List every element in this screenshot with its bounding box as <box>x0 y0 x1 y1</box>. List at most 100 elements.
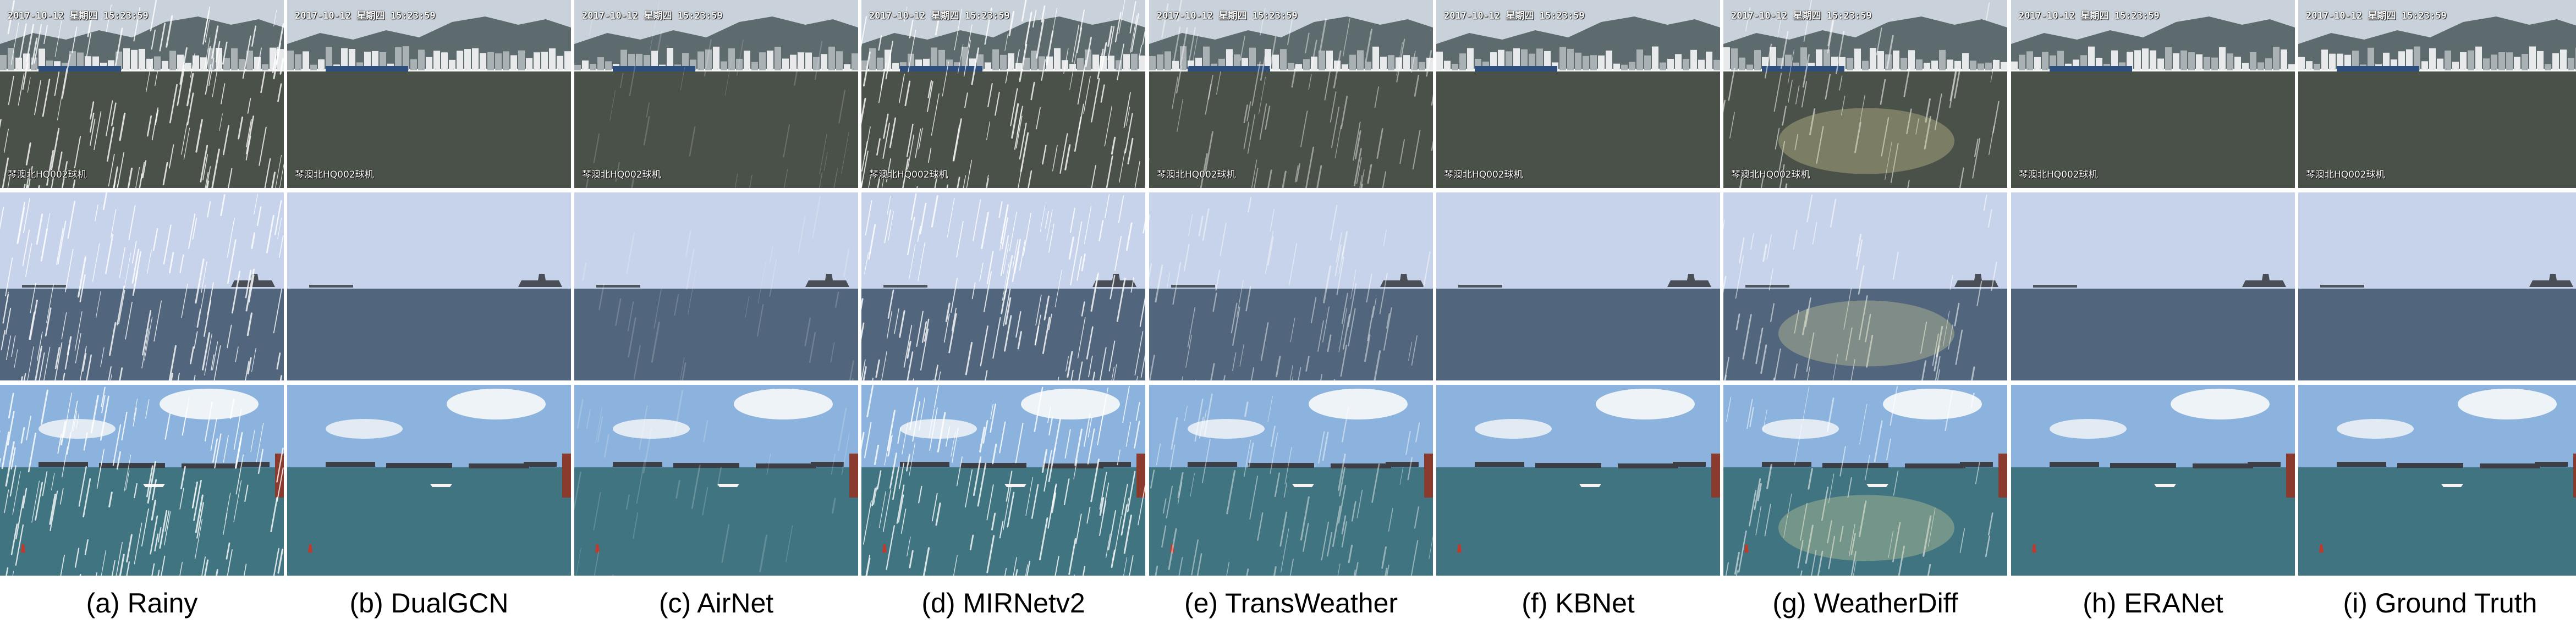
water <box>2298 467 2576 576</box>
water <box>1149 289 1433 380</box>
ships-image <box>287 385 571 576</box>
method-caption: (c) AirNet <box>658 588 774 619</box>
barge <box>900 66 982 71</box>
glare-artifact <box>1778 495 1954 561</box>
speedboat <box>1866 484 1888 487</box>
timestamp-overlay: 2017-10-12 星期四 15:23:59 <box>2306 10 2447 21</box>
pier <box>1998 454 2007 498</box>
buoy <box>1170 544 1174 553</box>
sky <box>574 192 858 289</box>
scene-drawing <box>0 0 284 188</box>
ship <box>1954 274 1998 287</box>
water <box>1436 467 1720 576</box>
water <box>2011 467 2295 576</box>
camera-label-overlay: 琴澳北HQ002球机 <box>1731 169 1810 180</box>
harbor-image: 2017-10-12 星期四 15:23:59 琴澳北HQ002球机 <box>2298 0 2576 188</box>
rain-streaks <box>0 386 284 576</box>
water <box>1723 467 2007 576</box>
sky <box>2298 192 2576 289</box>
scene-drawing <box>861 192 1145 380</box>
scene-drawing <box>2298 0 2576 188</box>
scene-drawing <box>1436 192 1720 380</box>
scene-drawing <box>2298 192 2576 380</box>
water <box>0 289 284 380</box>
ships-image <box>2011 385 2295 576</box>
buoy <box>21 544 25 553</box>
distant-ship <box>1171 285 1215 288</box>
timestamp-overlay: 2017-10-12 星期四 15:23:59 <box>1444 10 1585 21</box>
mountain <box>1723 16 2007 69</box>
ship <box>1092 274 1136 287</box>
harbor-image: 2017-10-12 星期四 15:23:59 琴澳北HQ002球机 <box>574 0 858 188</box>
scene-drawing <box>1149 0 1433 188</box>
scene-drawing <box>861 0 1145 188</box>
ship <box>1380 274 1424 287</box>
distant-ship <box>1458 285 1502 288</box>
ship <box>2529 274 2573 287</box>
scene-drawing <box>1723 0 2007 188</box>
cloud <box>900 419 977 439</box>
cargo-ships <box>39 462 270 468</box>
scene-drawing <box>1436 0 1720 188</box>
cloud <box>1883 389 1982 419</box>
cargo-ships <box>2050 462 2281 468</box>
method-caption: (h) ERANet <box>2083 588 2223 619</box>
method-caption: (a) Rainy <box>86 588 198 619</box>
scene-drawing <box>861 385 1145 576</box>
scene-drawing <box>0 385 284 576</box>
cargo-ships <box>1762 462 1993 468</box>
water <box>2011 71 2295 188</box>
scene-drawing <box>2011 0 2295 188</box>
sky <box>1723 192 2007 289</box>
speedboat <box>430 484 452 487</box>
rain-streaks <box>1725 385 1993 576</box>
pier <box>1136 454 1145 498</box>
cargo-ships <box>1188 462 1419 468</box>
scene-drawing <box>0 192 284 380</box>
scene-drawing <box>1149 192 1433 380</box>
timestamp-overlay: 2017-10-12 星期四 15:23:59 <box>1157 10 1298 21</box>
cargo-ships <box>900 462 1131 468</box>
pier <box>1424 454 1433 498</box>
timestamp-overlay: 2017-10-12 星期四 15:23:59 <box>295 10 436 21</box>
rain-streaks <box>574 196 854 380</box>
barge <box>1762 66 1844 71</box>
harbor-buildings <box>2298 46 2576 70</box>
cargo-ships <box>2337 462 2568 468</box>
cloud <box>1188 419 1265 439</box>
ships-image <box>1436 385 1720 576</box>
cloud <box>1762 419 1839 439</box>
ships-image <box>574 385 858 576</box>
sky <box>2011 192 2295 289</box>
barge <box>2337 66 2419 71</box>
scene-drawing <box>287 192 571 380</box>
method-caption: (b) DualGCN <box>349 588 509 619</box>
harbor-buildings <box>287 46 571 70</box>
harbor-image: 2017-10-12 星期四 15:23:59 琴澳北HQ002球机 <box>2011 0 2295 188</box>
harbor-buildings <box>1149 46 1433 70</box>
scene-drawing <box>1723 192 2007 380</box>
method-caption: (f) KBNet <box>1522 588 1635 619</box>
timestamp-overlay: 2017-10-12 星期四 15:23:59 <box>2019 10 2160 21</box>
buoy <box>595 544 600 553</box>
sea-image <box>861 192 1145 380</box>
method-caption: (i) Ground Truth <box>2343 588 2537 619</box>
speedboat <box>717 484 739 487</box>
cloud <box>734 389 833 419</box>
scene-drawing <box>2011 385 2295 576</box>
method-column: 2017-10-12 星期四 15:23:59 琴澳北HQ002球机 (g) Wea… <box>1723 0 2007 635</box>
rain-streaks <box>1149 197 1431 380</box>
camera-label-overlay: 琴澳北HQ002球机 <box>582 169 661 180</box>
camera-label-overlay: 琴澳北HQ002球机 <box>2019 169 2098 180</box>
water <box>574 289 858 380</box>
speedboat <box>143 484 165 487</box>
harbor-buildings <box>861 47 1145 70</box>
ship <box>2242 274 2286 287</box>
water <box>1723 71 2007 188</box>
distant-ship <box>2033 285 2077 288</box>
ship <box>518 274 562 287</box>
sky <box>1149 192 1433 289</box>
camera-label-overlay: 琴澳北HQ002球机 <box>2306 169 2385 180</box>
buoy <box>1457 544 1462 553</box>
